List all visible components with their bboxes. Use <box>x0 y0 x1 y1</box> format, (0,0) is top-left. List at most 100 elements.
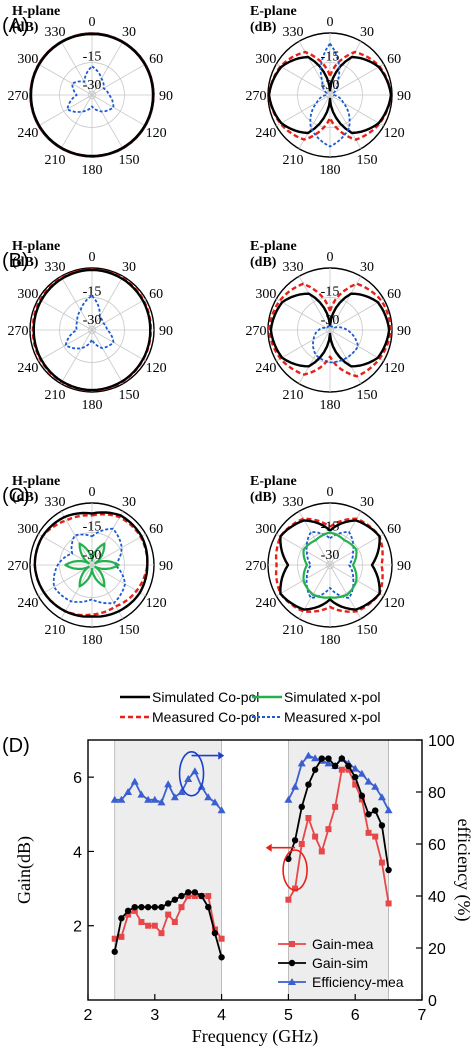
x-tick-label: 6 <box>351 1007 360 1024</box>
angle-tick-label: 30 <box>360 25 374 40</box>
series-gain-sim-point <box>151 903 158 911</box>
polar-spoke <box>276 94 331 127</box>
radial-tick-label: -15 <box>321 285 340 300</box>
polar-spoke <box>91 511 124 566</box>
polar-unit-label: (dB) <box>12 20 39 35</box>
series-gain-mea-point <box>372 833 379 840</box>
series-gain-sim-point <box>131 903 138 911</box>
angle-tick-label: 120 <box>146 596 167 611</box>
series-gain-mea-point <box>298 841 305 847</box>
series-simulated-co-trace <box>32 268 152 392</box>
polar-spoke <box>91 94 124 149</box>
radial-tick-label: -30 <box>83 548 102 563</box>
angle-tick-label: 300 <box>255 52 276 67</box>
angle-tick-label: 270 <box>246 324 267 339</box>
angle-tick-label: 270 <box>8 324 29 339</box>
series-measured-x-trace <box>64 294 115 350</box>
series-efficiency-mea-point <box>377 793 386 801</box>
polar-unit-label: (dB) <box>250 20 277 35</box>
angle-tick-label: 240 <box>255 361 276 376</box>
panel-label: (C) <box>2 485 30 507</box>
series-gain-mea-point <box>292 885 299 892</box>
series-gain-mea-point <box>111 935 118 942</box>
series-gain-sim-point <box>331 762 339 770</box>
angle-tick-label: 90 <box>397 89 411 104</box>
polar-spoke <box>60 329 93 384</box>
radial-tick-label: -30 <box>321 313 340 328</box>
polar-panels: 0306090120150180210240270300330-15-30H-p… <box>2 4 411 648</box>
series-efficiency-mea-point <box>284 795 293 803</box>
legend-marker-gain-sim <box>288 959 296 967</box>
polar-spoke <box>91 276 124 331</box>
radial-tick-label: -15 <box>321 520 340 535</box>
angle-tick-label: 300 <box>255 522 276 537</box>
series-gain-sim-point <box>345 762 352 770</box>
series-gain-mea-point <box>205 893 212 899</box>
angle-tick-label: 300 <box>17 52 38 67</box>
series-gain-sim-point <box>358 792 366 799</box>
polar-plot: 0 30 60 90 120 150 180 210 240 270 300 330 -15 -30 E-p… <box>246 239 412 413</box>
y-right-tick-label: 40 <box>428 889 446 906</box>
series-measured-x-trace <box>52 527 126 605</box>
series-gain-mea-point <box>145 922 152 929</box>
angle-tick-label: 300 <box>17 287 38 302</box>
series-gain-mea-point <box>345 766 352 773</box>
series-gain-sim-point <box>111 948 118 955</box>
angle-tick-label: 330 <box>45 495 66 510</box>
legend-label-gain-sim: Gain-sim <box>312 955 368 971</box>
series-gain-sim-point <box>372 807 379 814</box>
polar-spoke <box>60 564 93 619</box>
series-gain-mea-point <box>352 781 359 788</box>
polar-spoke <box>276 329 331 362</box>
series-efficiency-mea-point <box>184 775 193 782</box>
polar-spoke <box>329 298 384 331</box>
series-gain-mea-point <box>312 833 319 840</box>
angle-tick-label: 60 <box>387 52 401 67</box>
angle-tick-label: 240 <box>17 126 38 141</box>
series-gain-sim-point <box>205 903 212 911</box>
series-efficiency-mea-point <box>170 793 179 801</box>
polar-spoke <box>91 564 124 619</box>
angle-tick-label: 150 <box>119 153 140 168</box>
x-tick-label: 2 <box>84 1007 93 1024</box>
series-efficiency-mea-point <box>311 754 320 762</box>
series-efficiency-mea-point <box>210 798 219 806</box>
series-efficiency-mea-point <box>291 782 300 790</box>
angle-tick-label: 90 <box>159 324 173 339</box>
y-right-axis-title: efficiency (%) <box>453 818 474 921</box>
series-gain-mea-point <box>378 859 385 866</box>
series-gain-sim-point <box>211 929 219 937</box>
polar-spoke <box>91 94 146 127</box>
polar-title: H-plane <box>12 474 60 489</box>
angle-tick-label: 60 <box>387 287 401 302</box>
series-gain-mea-line <box>287 768 390 904</box>
gain-axis-indicator-ellipse <box>282 849 308 891</box>
x-tick-label: 5 <box>284 1007 293 1024</box>
shaded-band <box>114 740 222 1000</box>
series-simulated-x-trace <box>64 542 120 588</box>
efficiency-axis-arrowhead <box>218 751 225 760</box>
angle-tick-label: 270 <box>246 89 267 104</box>
angle-tick-label: 180 <box>320 163 341 178</box>
x-tick-label: 3 <box>150 1007 159 1024</box>
series-gain-mea-point <box>358 796 365 803</box>
series-efficiency-mea-point <box>297 759 306 767</box>
angle-tick-label: 30 <box>360 260 374 275</box>
series-efficiency-mea-point <box>217 806 226 814</box>
series-simulated-co-trace <box>29 32 155 158</box>
radial-tick-label: -15 <box>83 285 102 300</box>
radial-tick-label: -30 <box>83 313 102 328</box>
radial-tick-label: -15 <box>83 520 102 535</box>
angle-tick-label: 210 <box>283 623 304 638</box>
angle-tick-label: 300 <box>255 287 276 302</box>
polar-unit-label: (dB) <box>250 490 277 505</box>
legend-label-measured-x: Measured x-pol <box>284 709 381 725</box>
x-axis-title: Frequency (GHz) <box>192 1026 318 1047</box>
y-tick-label: 2 <box>73 919 82 936</box>
y-right-tick-label: 20 <box>428 941 446 958</box>
polar-plot: 0 30 60 90 120 150 180 210 240 270 300 330 -15 -30 E-p… <box>246 4 412 178</box>
polar-spoke <box>91 63 146 96</box>
polar-spoke <box>276 63 331 96</box>
polar-spoke <box>329 94 384 127</box>
